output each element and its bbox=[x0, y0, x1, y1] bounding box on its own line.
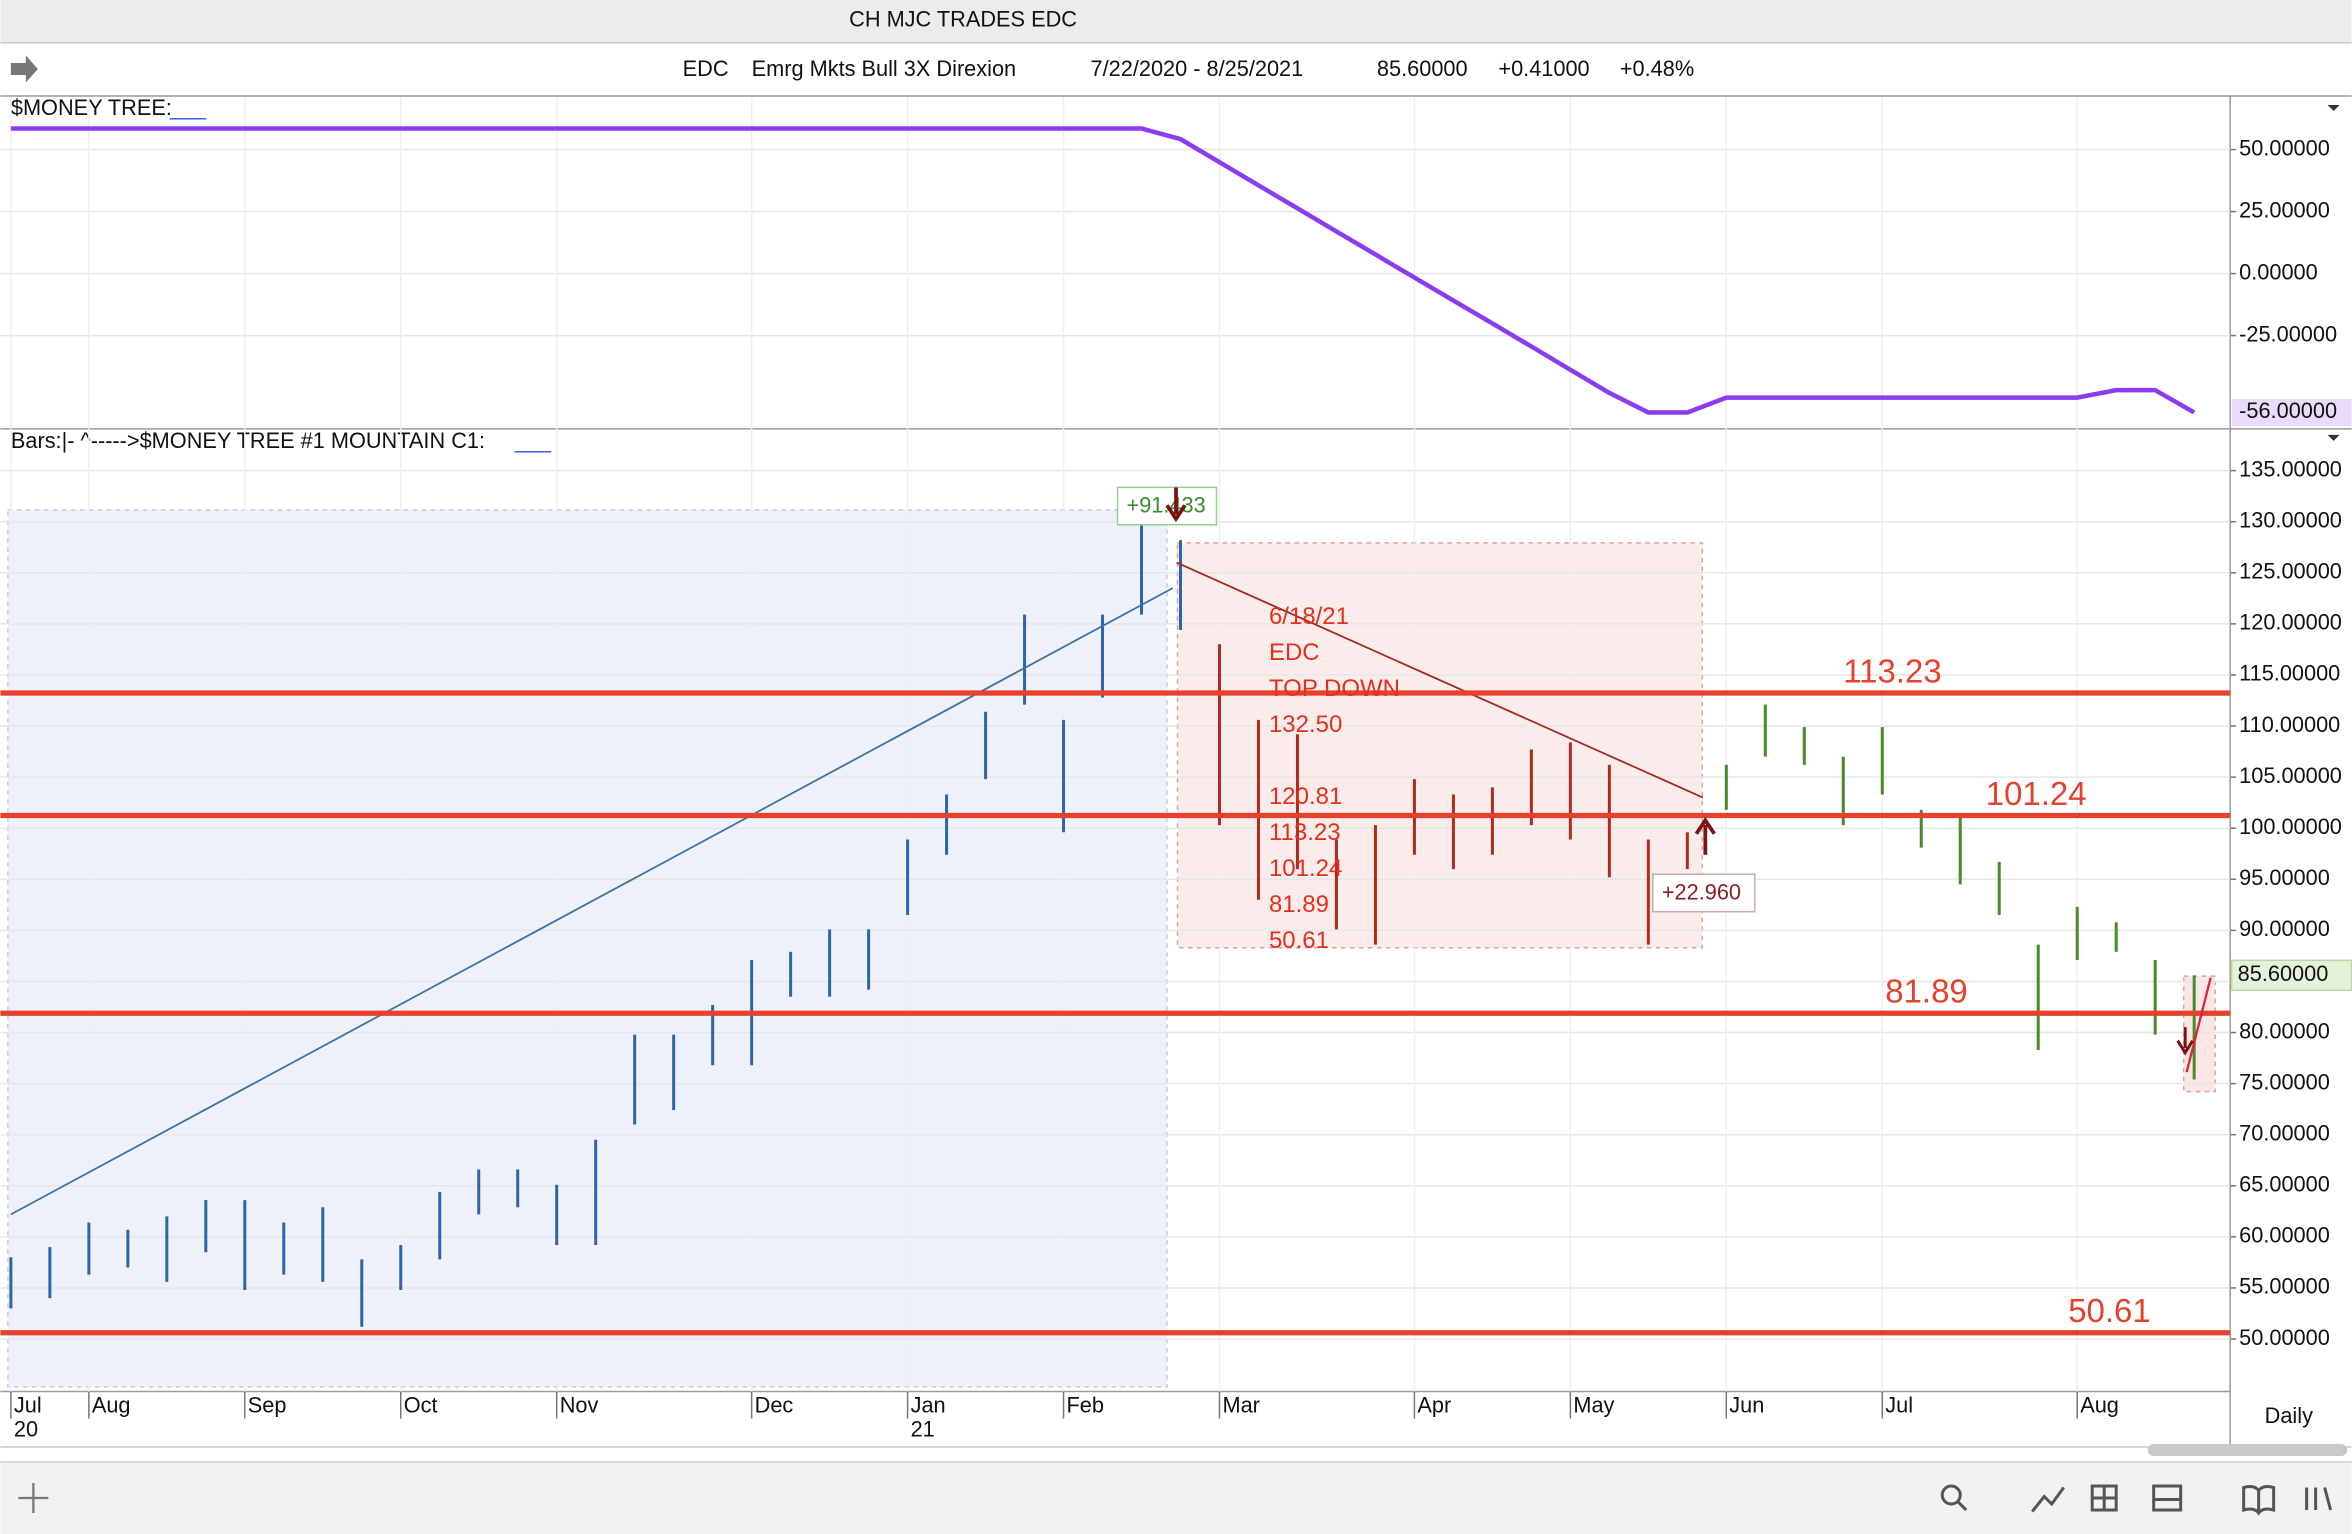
sell-arrow bbox=[1165, 487, 1187, 523]
level-label: 50.61 bbox=[2068, 1292, 2151, 1329]
y-tick-label: 120.00000 bbox=[2239, 610, 2342, 635]
history-region bbox=[7, 509, 1168, 1388]
add-button[interactable] bbox=[18, 1483, 49, 1514]
nav-arrow[interactable] bbox=[10, 55, 38, 83]
gain-label: +91.433 bbox=[1127, 493, 1206, 518]
y-tick-label: 80.00000 bbox=[2239, 1018, 2330, 1043]
last-value-box bbox=[2231, 398, 2352, 426]
annotation-text: TOP DOWN bbox=[1269, 675, 1400, 702]
x-tick-label: Jun bbox=[1729, 1392, 1764, 1417]
x-tick-label: Aug bbox=[92, 1392, 131, 1417]
annotation-text: 113.23 bbox=[1269, 819, 1341, 846]
trade-box bbox=[2182, 975, 2216, 1093]
x-tick-label: Feb bbox=[1067, 1392, 1104, 1417]
level-label: 113.23 bbox=[1843, 652, 1941, 689]
x-tick-label: Jan bbox=[911, 1392, 946, 1417]
x-tick-label: Mar bbox=[1222, 1392, 1259, 1417]
exit-line bbox=[2185, 977, 2212, 1073]
annotation-text: 50.61 bbox=[1269, 927, 1329, 954]
sell-arrow bbox=[2176, 1027, 2194, 1056]
layout-grid bbox=[2092, 1486, 2117, 1511]
y-tick-label: 0.00000 bbox=[2239, 259, 2318, 284]
last-price: 85.60000 bbox=[1377, 56, 1468, 81]
buy-arrow bbox=[1694, 816, 1716, 855]
x-tick-label: Sep bbox=[248, 1392, 287, 1417]
y-tick-label: 70.00000 bbox=[2239, 1120, 2330, 1145]
library-button[interactable] bbox=[2305, 1487, 2333, 1511]
panel-label: Bars:|- ^----->$MONEY TREE #1 MOUNTAIN C… bbox=[11, 428, 485, 453]
trendline bbox=[1176, 561, 1704, 799]
y-tick-label: 25.00000 bbox=[2239, 197, 2330, 222]
annotation-text: EDC bbox=[1269, 639, 1320, 666]
annotation-text: 120.81 bbox=[1269, 783, 1342, 810]
y-tick-label: 130.00000 bbox=[2239, 507, 2342, 532]
gain-box bbox=[1652, 873, 1756, 913]
y-tick-label: 115.00000 bbox=[2239, 661, 2340, 686]
y-tick-label: 55.00000 bbox=[2239, 1274, 2330, 1299]
search-button[interactable] bbox=[1940, 1484, 1962, 1506]
y-tick-label: 135.00000 bbox=[2239, 456, 2342, 481]
x-tick-label: Jul bbox=[14, 1392, 42, 1417]
price-change: +0.41000 bbox=[1498, 56, 1589, 81]
x-tick-label: Dec bbox=[755, 1392, 794, 1417]
y-tick-label: 50.00000 bbox=[2239, 1325, 2330, 1350]
y-tick-label: 50.00000 bbox=[2239, 135, 2330, 160]
search-handle bbox=[1956, 1499, 1968, 1512]
annotation-text: 132.50 bbox=[1269, 711, 1342, 738]
x-tick-label: Nov bbox=[560, 1392, 599, 1417]
x-tick-label: Aug bbox=[2080, 1392, 2119, 1417]
panel-link[interactable]: ___ bbox=[514, 428, 552, 453]
gain-label: +22.960 bbox=[1662, 879, 1741, 904]
y-tick-label: 100.00000 bbox=[2239, 814, 2342, 839]
y-tick-label: 75.00000 bbox=[2239, 1069, 2330, 1094]
date-range: 7/22/2020 - 8/25/2021 bbox=[1091, 56, 1304, 81]
y-tick-label: 60.00000 bbox=[2239, 1223, 2330, 1248]
x-tick-label: Oct bbox=[404, 1392, 438, 1417]
y-tick-label: 110.00000 bbox=[2239, 712, 2340, 737]
panel-link[interactable]: ___ bbox=[169, 95, 207, 120]
annotation-text: 101.24 bbox=[1269, 855, 1342, 882]
x-tick-label: Apr bbox=[1417, 1392, 1451, 1417]
last-value-label: 85.60000 bbox=[2238, 961, 2329, 986]
level-label: 101.24 bbox=[1986, 775, 2087, 812]
y-tick-label: 125.00000 bbox=[2239, 559, 2342, 584]
x-year-label: 21 bbox=[911, 1416, 935, 1441]
toolbar bbox=[0, 1462, 2352, 1534]
percent-change: +0.48% bbox=[1620, 56, 1694, 81]
y-tick-label: -25.00000 bbox=[2239, 321, 2337, 346]
last-value-label: -56.00000 bbox=[2239, 398, 2337, 423]
x-year-label: 20 bbox=[14, 1416, 38, 1441]
indicator-line bbox=[10, 126, 2196, 415]
trade-box bbox=[1176, 542, 1704, 949]
period[interactable]: Daily bbox=[2265, 1403, 2313, 1428]
x-tick-label: May bbox=[1573, 1392, 1614, 1417]
symbol: EDC bbox=[683, 56, 729, 81]
annotation-text: 6/18/21 bbox=[1269, 603, 1349, 630]
annotation-text: 81.89 bbox=[1269, 891, 1329, 918]
level-label: 81.89 bbox=[1885, 972, 1968, 1009]
y-tick-label: 105.00000 bbox=[2239, 763, 2342, 788]
book-button[interactable] bbox=[2242, 1485, 2276, 1516]
window-title: CH MJC TRADES EDC bbox=[849, 7, 1077, 32]
panel-label: $MONEY TREE: bbox=[11, 95, 172, 120]
title-bar bbox=[0, 0, 2352, 42]
y-tick-label: 65.00000 bbox=[2239, 1172, 2330, 1197]
draw-button[interactable] bbox=[2031, 1486, 2065, 1513]
scrollbar[interactable] bbox=[2147, 1444, 2348, 1457]
security-name: Emrg Mkts Bull 3X Direxion bbox=[752, 56, 1017, 81]
x-tick-label: Jul bbox=[1885, 1392, 1913, 1417]
y-tick-label: 90.00000 bbox=[2239, 916, 2330, 941]
y-tick-label: 95.00000 bbox=[2239, 865, 2330, 890]
